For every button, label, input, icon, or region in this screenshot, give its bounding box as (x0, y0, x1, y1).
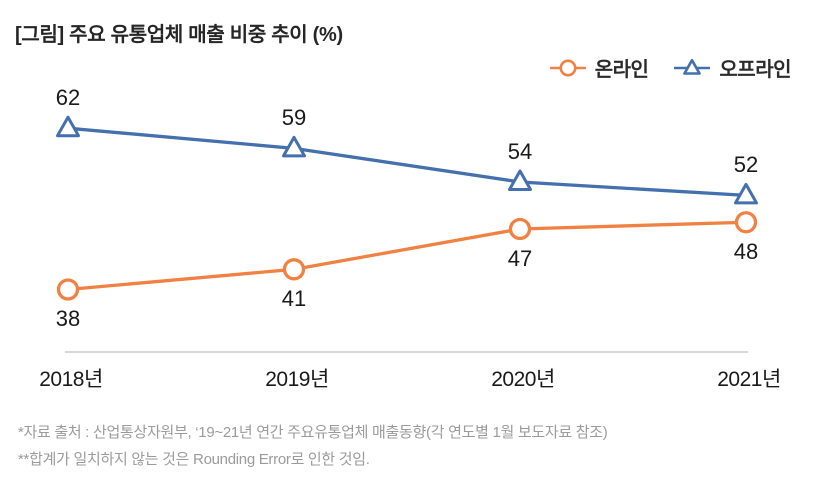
online-circle-marker-icon (549, 59, 586, 76)
series-line-offline (67, 126, 747, 198)
online-point-marker (282, 258, 306, 281)
offline-point-marker (282, 135, 306, 158)
legend-item-online: 온라인 (549, 53, 649, 82)
chart-title: [그림] 주요 유통업체 매출 비중 추이 (%) (15, 24, 343, 46)
online-point-marker (56, 278, 80, 301)
series-line-online (67, 220, 747, 292)
offline-triangle-marker-icon (674, 58, 711, 75)
online-point-marker (508, 217, 532, 241)
legend-label-offline: 오프라인 (719, 59, 791, 81)
legend-label-online: 온라인 (594, 59, 649, 81)
footnotes: *자료 출처 : 산업통상자원부, ‘19~21년 연간 주요유통업체 매출동향… (18, 421, 608, 469)
online-point-marker (734, 211, 758, 234)
offline-point-marker (508, 169, 532, 191)
footnote-source: *자료 출처 : 산업통상자원부, ‘19~21년 연간 주요유통업체 매출동향… (18, 424, 608, 441)
offline-point-marker (734, 182, 758, 205)
legend-item-offline: 오프라인 (674, 53, 791, 82)
legend: 온라인 오프라인 (549, 53, 791, 82)
footnote-rounding: **합계가 일치하지 않는 것은 Rounding Error로 인한 것임. (18, 451, 370, 468)
offline-point-marker (56, 115, 80, 138)
